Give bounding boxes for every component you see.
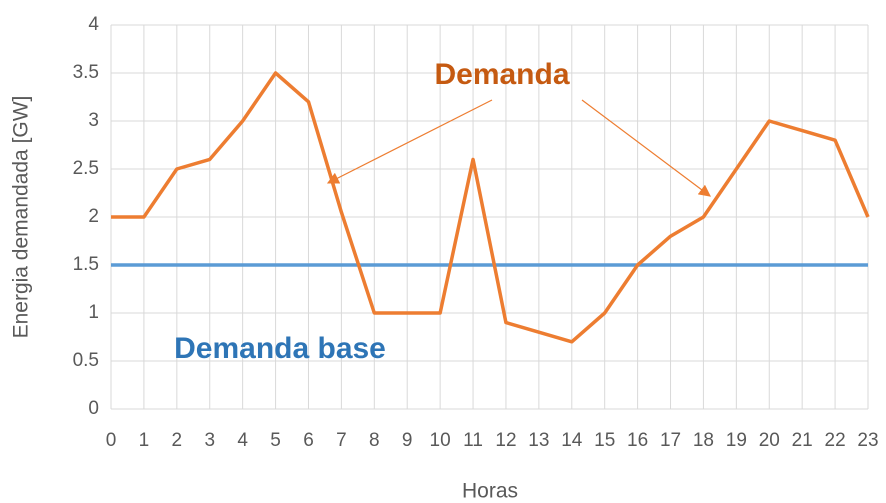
x-tick-label: 13 xyxy=(528,430,549,451)
y-tick-label: 2.5 xyxy=(73,158,99,179)
x-tick-label: 1 xyxy=(139,430,150,451)
y-tick-label: 3.5 xyxy=(73,62,99,83)
y-tick-label: 0.5 xyxy=(73,350,99,371)
x-axis-label: Horas xyxy=(462,480,518,503)
x-tick-label: 21 xyxy=(792,430,813,451)
x-tick-label: 18 xyxy=(693,430,714,451)
x-tick-label: 9 xyxy=(402,430,413,451)
x-tick-label: 3 xyxy=(204,430,215,451)
annotation-arrow xyxy=(581,99,711,197)
x-tick-label: 23 xyxy=(857,430,878,451)
y-tick-label: 1.5 xyxy=(73,254,99,275)
x-tick-label: 19 xyxy=(726,430,747,451)
plot xyxy=(111,71,870,344)
x-tick-label: 12 xyxy=(495,430,516,451)
x-tick-label: 8 xyxy=(369,430,380,451)
annotation: Demanda base xyxy=(174,332,386,365)
x-tick-label: 17 xyxy=(660,430,681,451)
annotation: Demanda xyxy=(434,58,569,91)
x-tick-label: 15 xyxy=(594,430,615,451)
x-tick-label: 20 xyxy=(759,430,780,451)
y-tick-label: 4 xyxy=(88,14,99,35)
y-axis-label: Energia demandada [GW] xyxy=(10,96,33,339)
x-tick-label: 5 xyxy=(270,430,281,451)
x-tick-label: 16 xyxy=(627,430,648,451)
x-tick-label: 10 xyxy=(430,430,451,451)
annotation-arrow xyxy=(326,99,493,184)
x-tick-label: 22 xyxy=(825,430,846,451)
x-tick-label: 11 xyxy=(463,430,483,451)
line-series xyxy=(111,71,870,344)
x-tick-label: 6 xyxy=(303,430,314,451)
x-tick-label: 2 xyxy=(172,430,183,451)
y-tick-label: 2 xyxy=(88,206,99,227)
y-tick-label: 1 xyxy=(88,302,99,323)
x-tick-label: 7 xyxy=(336,430,347,451)
x-tick-label: 14 xyxy=(561,430,583,451)
x-tick-label: 4 xyxy=(237,430,248,451)
y-tick-label: 0 xyxy=(88,398,99,419)
y-tick-label: 3 xyxy=(88,110,99,131)
grid: 00.511.522.533.540 1 2 3 4 5 6 7 8 9 10 11 12 13 14 15 1… xyxy=(73,14,879,451)
x-tick-label: 0 xyxy=(106,430,117,451)
